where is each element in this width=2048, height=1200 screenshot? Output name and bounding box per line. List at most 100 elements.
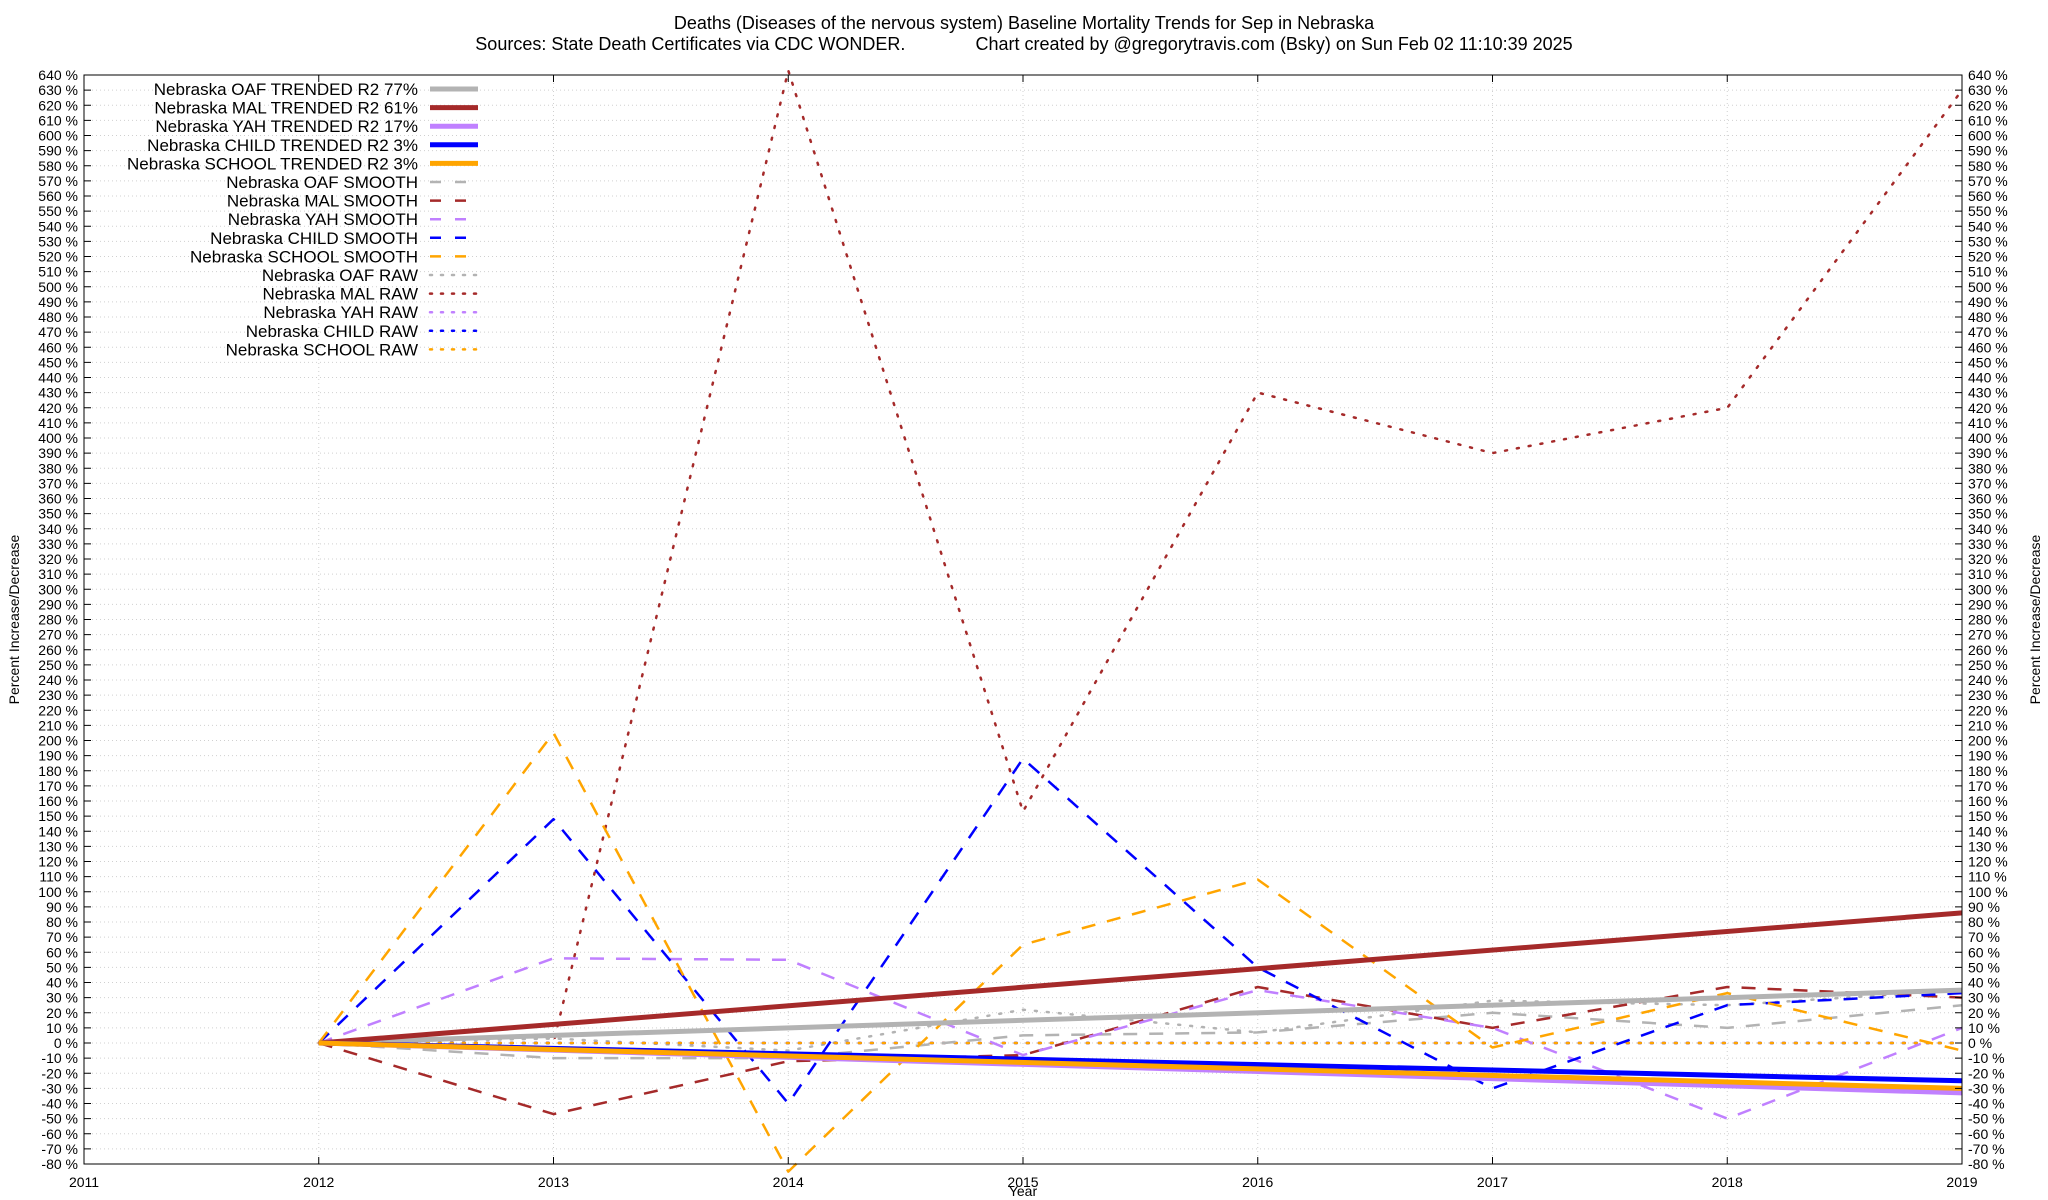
y2-tick-label: 390 % (1968, 445, 2008, 461)
y-tick-label: 510 % (38, 264, 78, 280)
y2-tick-label: 530 % (1968, 233, 2008, 249)
y2-tick-label: 300 % (1968, 581, 2008, 597)
y2-tick-label: 270 % (1968, 627, 2008, 643)
y-tick-label: 500 % (38, 279, 78, 295)
y2-axis-label: Percent Increase/Decrease (2027, 534, 2043, 704)
y2-tick-label: 350 % (1968, 506, 2008, 522)
y2-tick-label: 440 % (1968, 370, 2008, 386)
y-tick-label: 540 % (38, 218, 78, 234)
y2-tick-label: -80 % (1968, 1156, 2005, 1172)
y-tick-label: 620 % (38, 97, 78, 113)
y2-tick-label: 160 % (1968, 793, 2008, 809)
y-tick-label: 450 % (38, 354, 78, 370)
legend-label: Nebraska CHILD TRENDED R2 3% (147, 136, 418, 155)
y-tick-label: 360 % (38, 491, 78, 507)
y-tick-label: 300 % (38, 581, 78, 597)
y-axis-ticks: -80 %-70 %-60 %-50 %-40 %-30 %-20 %-10 %… (38, 67, 91, 1172)
y2-tick-label: -40 % (1968, 1096, 2005, 1112)
y2-tick-label: -20 % (1968, 1065, 2005, 1081)
y-tick-label: -10 % (41, 1050, 78, 1066)
y-tick-label: 310 % (38, 566, 78, 582)
y2-tick-label: 0 % (1968, 1035, 1992, 1051)
y2-tick-label: 230 % (1968, 687, 2008, 703)
y-tick-label: 30 % (46, 990, 78, 1006)
legend-label: Nebraska YAH TRENDED R2 17% (155, 117, 418, 136)
x-tick-label: 2019 (1946, 1174, 1977, 1190)
legend-label: Nebraska SCHOOL SMOOTH (190, 247, 418, 266)
y-tick-label: 580 % (38, 158, 78, 174)
legend-label: Nebraska MAL TRENDED R2 61% (154, 99, 418, 118)
y-tick-label: 430 % (38, 385, 78, 401)
y2-tick-label: 250 % (1968, 657, 2008, 673)
y2-tick-label: 500 % (1968, 279, 2008, 295)
y-tick-label: 590 % (38, 143, 78, 159)
y-tick-label: 470 % (38, 324, 78, 340)
y2-tick-label: 380 % (1968, 460, 2008, 476)
y2-axis-ticks: -80 %-70 %-60 %-50 %-40 %-30 %-20 %-10 %… (1955, 67, 2008, 1172)
y-tick-label: 460 % (38, 339, 78, 355)
y2-tick-label: 630 % (1968, 82, 2008, 98)
y2-tick-label: 80 % (1968, 914, 2000, 930)
grid-lines (83, 74, 1963, 1165)
y-tick-label: 640 % (38, 67, 78, 83)
y2-tick-label: 40 % (1968, 975, 2000, 991)
series-line-school-trend (318, 1040, 1963, 1091)
x-tick-label: 2012 (303, 1174, 334, 1190)
y2-tick-label: 520 % (1968, 249, 2008, 265)
y2-tick-label: 90 % (1968, 899, 2000, 915)
y-tick-label: -40 % (41, 1096, 78, 1112)
y-tick-label: 260 % (38, 642, 78, 658)
y-tick-label: 530 % (38, 233, 78, 249)
y2-tick-label: 200 % (1968, 733, 2008, 749)
legend-label: Nebraska CHILD SMOOTH (210, 229, 418, 248)
y2-tick-label: 620 % (1968, 97, 2008, 113)
y-tick-label: 440 % (38, 370, 78, 386)
y2-tick-label: -60 % (1968, 1126, 2005, 1142)
y-tick-label: 610 % (38, 112, 78, 128)
x-tick-label: 2017 (1477, 1174, 1508, 1190)
legend-label: Nebraska MAL RAW (262, 285, 418, 304)
y-tick-label: 400 % (38, 430, 78, 446)
y-tick-label: 200 % (38, 733, 78, 749)
y2-tick-label: 490 % (1968, 294, 2008, 310)
y-tick-label: 340 % (38, 521, 78, 537)
series-line-mal-trend (318, 910, 1963, 1046)
y-tick-label: 630 % (38, 82, 78, 98)
y-tick-label: 150 % (38, 808, 78, 824)
y2-tick-label: 600 % (1968, 128, 2008, 144)
legend-label: Nebraska OAF SMOOTH (226, 173, 418, 192)
y-tick-label: 380 % (38, 460, 78, 476)
y-tick-label: 60 % (46, 944, 78, 960)
x-tick-label: 2013 (538, 1174, 569, 1190)
series-line-yah-smooth (318, 957, 1963, 1120)
y2-tick-label: 210 % (1968, 717, 2008, 733)
legend-label: Nebraska YAH SMOOTH (228, 210, 418, 229)
y2-tick-label: 190 % (1968, 748, 2008, 764)
y2-tick-label: 540 % (1968, 218, 2008, 234)
y-tick-label: 90 % (46, 899, 78, 915)
y2-tick-label: 240 % (1968, 672, 2008, 688)
legend-label: Nebraska SCHOOL TRENDED R2 3% (127, 154, 418, 173)
y-tick-label: 190 % (38, 748, 78, 764)
legend-label: Nebraska OAF TRENDED R2 77% (154, 80, 418, 99)
y-tick-label: 160 % (38, 793, 78, 809)
y-tick-label: -70 % (41, 1141, 78, 1157)
y2-tick-label: 410 % (1968, 415, 2008, 431)
series-line-mal-smooth (318, 985, 1963, 1116)
series-line-mal-raw (317, 69, 1964, 1045)
y-tick-label: 570 % (38, 173, 78, 189)
y2-tick-label: 260 % (1968, 642, 2008, 658)
series-lines (317, 69, 1964, 1173)
y-tick-label: -30 % (41, 1080, 78, 1096)
y-tick-label: 250 % (38, 657, 78, 673)
y2-tick-label: 60 % (1968, 944, 2000, 960)
y2-tick-label: 550 % (1968, 203, 2008, 219)
y-tick-label: 10 % (46, 1020, 78, 1036)
y-tick-label: 390 % (38, 445, 78, 461)
y2-tick-label: 460 % (1968, 339, 2008, 355)
y-tick-label: 0 % (54, 1035, 78, 1051)
y-tick-label: 320 % (38, 551, 78, 567)
y-tick-label: 420 % (38, 400, 78, 416)
y-tick-label: -20 % (41, 1065, 78, 1081)
